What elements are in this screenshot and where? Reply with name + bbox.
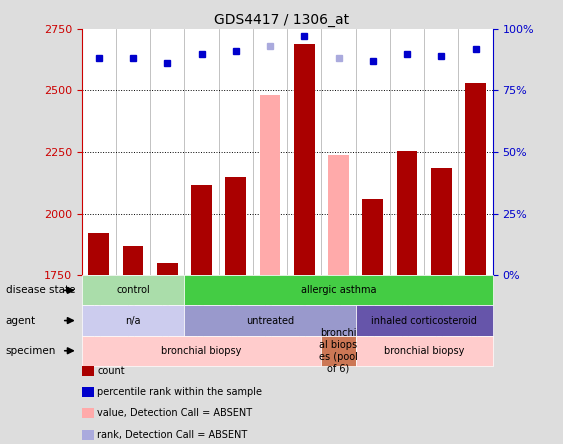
- Bar: [157, 263, 177, 275]
- Text: agent: agent: [6, 316, 36, 325]
- Text: rank, Detection Call = ABSENT: rank, Detection Call = ABSENT: [97, 430, 248, 440]
- Text: control: control: [116, 285, 150, 295]
- Text: inhaled corticosteroid: inhaled corticosteroid: [371, 316, 477, 325]
- Text: GDS4417 / 1306_at: GDS4417 / 1306_at: [214, 13, 349, 28]
- Text: value, Detection Call = ABSENT: value, Detection Call = ABSENT: [97, 408, 253, 418]
- Text: disease state: disease state: [6, 285, 75, 295]
- Text: bronchi
al biops
es (pool
of 6): bronchi al biops es (pool of 6): [319, 329, 358, 373]
- Text: untreated: untreated: [246, 316, 294, 325]
- Text: percentile rank within the sample: percentile rank within the sample: [97, 387, 262, 397]
- Text: allergic asthma: allergic asthma: [301, 285, 376, 295]
- Bar: [123, 246, 143, 275]
- Text: bronchial biopsy: bronchial biopsy: [162, 346, 242, 356]
- Bar: [397, 151, 417, 275]
- Bar: [465, 83, 486, 275]
- Bar: [225, 177, 246, 275]
- Bar: [191, 185, 212, 275]
- Bar: [328, 155, 349, 275]
- Bar: [363, 199, 383, 275]
- Text: count: count: [97, 366, 125, 376]
- Bar: [431, 168, 452, 275]
- Bar: [88, 234, 109, 275]
- Text: bronchial biopsy: bronchial biopsy: [384, 346, 464, 356]
- Text: n/a: n/a: [125, 316, 141, 325]
- Bar: [294, 44, 315, 275]
- Text: specimen: specimen: [6, 346, 56, 356]
- Bar: [260, 95, 280, 275]
